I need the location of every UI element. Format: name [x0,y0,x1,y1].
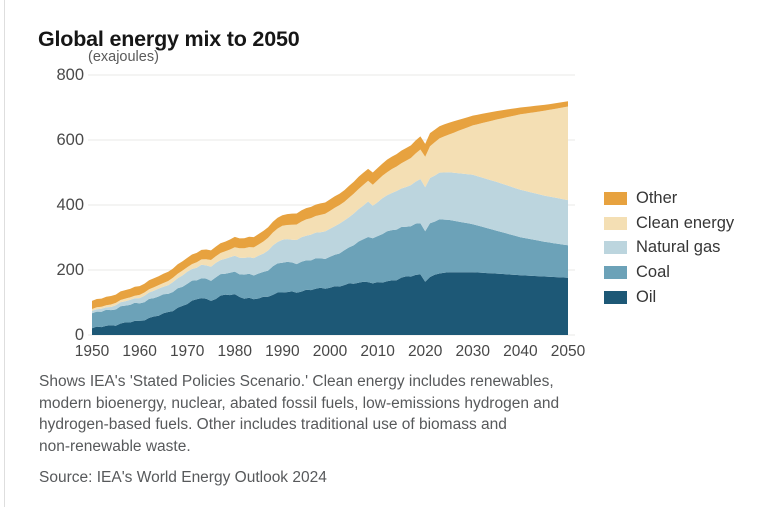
legend-swatch-icon [604,216,627,230]
source-line: Source: IEA's World Energy Outlook 2024 [39,469,327,486]
y-tick-label: 200 [56,261,84,279]
legend-item: Coal [604,260,734,285]
chart-note: Shows IEA's 'Stated Policies Scenario.' … [39,371,559,457]
x-tick-label: 1960 [122,343,157,360]
legend-item: Oil [604,285,734,310]
area-clean-energy [92,106,568,311]
legend-item: Clean energy [604,211,734,236]
note-line: modern bioenergy, nuclear, abated fossil… [39,394,560,412]
y-tick-label: 600 [56,131,84,149]
x-tick-label: 2050 [550,343,586,360]
x-tick-label: 1980 [217,343,253,360]
legend-swatch-icon [604,241,627,255]
x-tick-label: 1970 [169,343,205,360]
note-line: non-renewable waste. [39,437,191,455]
area-coal [92,219,568,329]
unit-label: (exajoules) [88,49,159,65]
note-line: Shows IEA's 'Stated Policies Scenario.' … [39,373,554,390]
x-tick-label: 2000 [312,343,348,360]
area-oil [92,272,568,335]
legend-label: Other [636,188,678,207]
note-line: hydrogen-based fuels. Other includes tra… [39,416,507,433]
x-axis-labels: 1950 1960 1970 1980 1990 2000 2010 2020 2030 2040… [74,343,586,360]
plot-svg [88,74,575,336]
y-axis-labels: 0 200 400 600 800 [30,0,84,370]
x-tick-label: 1950 [74,343,110,360]
legend-swatch-icon [604,266,627,280]
y-tick-label: 0 [74,326,84,344]
screen-edge-line [4,0,5,507]
legend: Other Clean energy Natural gas Coal Oil [604,186,734,310]
legend-swatch-icon [604,291,627,305]
x-tick-label: 2020 [407,343,443,360]
x-tick-label: 2040 [503,343,538,360]
y-tick-label: 800 [56,66,84,84]
area-natural-gas [92,172,568,314]
legend-label: Oil [636,288,657,307]
x-tick-label: 2030 [455,343,491,360]
legend-item: Other [604,186,734,211]
page-title: Global energy mix to 2050 [38,27,300,52]
legend-label: Natural gas [636,238,721,257]
x-tick-label: 1990 [265,343,300,360]
y-tick-label: 400 [56,196,84,214]
legend-label: Clean energy [636,213,735,232]
x-tick-label: 2010 [360,343,395,360]
area-other [92,101,568,309]
legend-swatch-icon [604,191,627,205]
legend-item: Natural gas [604,236,734,261]
legend-label: Coal [636,263,670,282]
